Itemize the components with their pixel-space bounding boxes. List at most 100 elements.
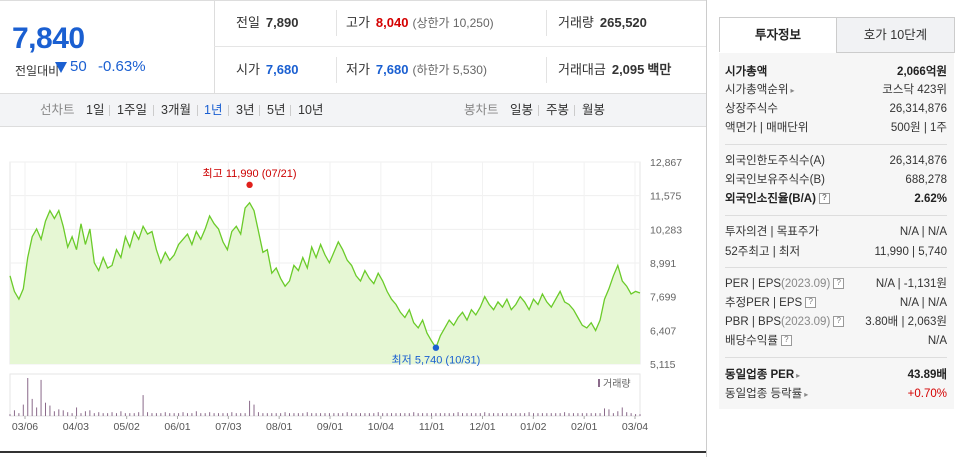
volume: 거래량 265,520: [558, 0, 647, 46]
pbr-bps-label: PBR | BPS(2023.09)?: [725, 313, 845, 331]
high-label: 고가: [346, 15, 370, 30]
high-marker: [246, 181, 253, 189]
price-line: [9, 201, 641, 350]
low-label: 저가: [346, 62, 370, 77]
separator: [725, 357, 947, 358]
price-chart[interactable]: 12,867 11,575 10,283 8,991 7,699 6,407 5,115 최고…: [0, 126, 706, 436]
low-value: 7,680: [375, 62, 409, 77]
period-3y[interactable]: 3년: [236, 103, 255, 117]
period-5y[interactable]: 5년: [267, 103, 286, 117]
line-chart-head: 선차트: [40, 103, 75, 117]
stats-row-2: 시가 7,680 저가 7,680 (하한가 5,530) 거래대금 2,095 백만: [214, 47, 706, 93]
sector-per-text: 동일업종 PER: [725, 369, 795, 381]
candle-weekly[interactable]: 주봉: [546, 103, 570, 117]
x-tick-label: 12/01: [469, 421, 495, 433]
arrow-right-icon: ▸: [790, 86, 795, 95]
candle-monthly[interactable]: 월봉: [582, 103, 606, 117]
y-tick-label: 7,699: [650, 292, 676, 304]
market-cap-value: 2,066억원: [897, 66, 947, 78]
pbr-bps-value: 3.80배 | 2,063원: [865, 316, 947, 328]
row-market-cap-rank: 시가총액순위 ▸ 코스닥 423위: [725, 81, 947, 99]
period-1y[interactable]: 1년: [204, 103, 223, 117]
separator: [574, 105, 575, 116]
help-icon[interactable]: ?: [833, 278, 845, 290]
row-est-per: 추정PER | EPS? N/A | N/A: [725, 294, 947, 312]
row-market-cap: 시가총액 2,066억원: [725, 63, 947, 81]
volume-value: 265,520: [599, 15, 647, 30]
high-label: 최고 11,990 (07/21): [203, 167, 297, 180]
tab-invest-info[interactable]: 투자정보: [719, 17, 837, 52]
help-icon[interactable]: ?: [818, 193, 830, 205]
current-price: 7,840: [12, 22, 85, 55]
separator: [109, 105, 110, 116]
prev-close-label: 전일: [236, 15, 260, 30]
separator: [546, 57, 547, 83]
per-eps-text: PER | EPS: [725, 278, 782, 290]
help-icon[interactable]: ?: [780, 335, 792, 347]
open-label: 시가: [236, 62, 260, 77]
separator: [538, 105, 539, 116]
x-tick-label: 02/01: [571, 421, 597, 433]
volume-legend: 거래량: [603, 378, 631, 390]
arrow-right-icon: ▸: [796, 371, 801, 380]
y-tick-label: 10,283: [650, 224, 682, 236]
row-par: 액면가 | 매매단위 500원 | 1주: [725, 119, 947, 137]
candle-chart-head: 봉차트: [464, 103, 499, 117]
separator: [197, 105, 198, 116]
x-tick-label: 03/04: [622, 421, 648, 433]
change-value: 50: [70, 58, 87, 75]
day-low: 저가 7,680 (하한가 5,530): [346, 47, 487, 93]
prev-close-value: 7,890: [265, 15, 299, 30]
row-52w: 52주최고 | 최저 11,990 | 5,740: [725, 243, 947, 261]
foreign-limit-value: 26,314,876: [889, 155, 947, 167]
foreign-ratio-label: 외국인소진율(B/A)?: [725, 190, 830, 208]
sector-chg-label[interactable]: 동일업종 등락률 ▸: [725, 385, 808, 404]
sector-chg-text: 동일업종 등락률: [725, 388, 803, 400]
dividend-text: 배당수익률: [725, 335, 778, 347]
row-sector-chg: 동일업종 등락률 ▸ +0.70%: [725, 385, 947, 403]
period-10y[interactable]: 10년: [298, 103, 324, 117]
amount-unit: 백만: [647, 62, 672, 77]
candle-daily[interactable]: 일봉: [510, 103, 534, 117]
range52-label: 52주최고 | 최저: [725, 246, 801, 258]
arrow-right-icon: ▸: [804, 390, 809, 399]
market-cap-rank-label[interactable]: 시가총액순위 ▸: [725, 81, 795, 100]
period-3m[interactable]: 3개월: [161, 103, 191, 117]
help-icon[interactable]: ?: [805, 297, 817, 309]
separator: [336, 57, 337, 83]
y-tick-label: 8,991: [650, 258, 676, 270]
row-foreign-ratio: 외국인소진율(B/A)? 2.62%: [725, 190, 947, 208]
foreign-limit-label: 외국인한도주식수(A): [725, 155, 825, 167]
opinion-label: 투자의견 | 목표주가: [725, 226, 820, 238]
dividend-label: 배당수익률?: [725, 332, 792, 350]
price-block: 7,840 전일대비 50 -0.63%: [0, 0, 215, 93]
separator: [290, 105, 291, 116]
foreign-ratio-value: 2.62%: [914, 193, 947, 205]
row-dividend: 배당수익률? N/A: [725, 332, 947, 350]
change-percent: -0.63%: [98, 58, 146, 75]
amount-value: 2,095: [611, 62, 645, 77]
row-shares: 상장주식수 26,314,876: [725, 100, 947, 118]
rank-label-text: 시가총액순위: [725, 84, 789, 96]
trade-amount: 거래대금 2,095 백만: [558, 47, 671, 93]
high-value: 8,040: [375, 15, 409, 30]
panel-divider: [706, 0, 707, 457]
price-area: [10, 202, 640, 364]
foreign-hold-label: 외국인보유주식수(B): [725, 174, 825, 186]
range52-value: 11,990 | 5,740: [874, 246, 947, 258]
pbr-bps-text: PBR | BPS: [725, 316, 782, 328]
period-1w[interactable]: 1주일: [117, 103, 147, 117]
x-tick-label: 03/06: [12, 421, 38, 433]
period-1d[interactable]: 1일: [86, 103, 105, 117]
low-label: 최저 5,740 (10/31): [392, 354, 481, 367]
sector-per-label[interactable]: 동일업종 PER ▸: [725, 366, 800, 385]
day-high: 고가 8,040 (상한가 10,250): [346, 0, 494, 46]
separator: [725, 267, 947, 268]
help-icon[interactable]: ?: [833, 316, 845, 328]
row-per-eps: PER | EPS(2023.09)? N/A | -1,131원: [725, 275, 947, 293]
foreign-hold-value: 688,278: [905, 174, 947, 186]
y-tick-label: 6,407: [650, 325, 676, 337]
top-border: [0, 0, 706, 1]
volume-legend-swatch: [598, 379, 600, 387]
tab-quote-10[interactable]: 호가 10단계: [836, 17, 955, 53]
